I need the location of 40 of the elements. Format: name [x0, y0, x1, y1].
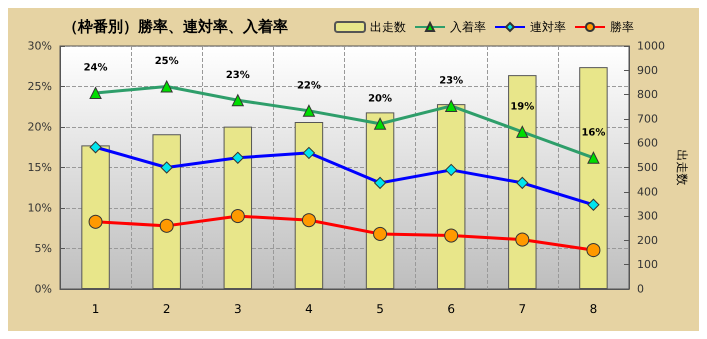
y2-tick-label: 200: [637, 234, 658, 247]
legend-label: 勝率: [610, 20, 634, 34]
x-tick-label: 6: [447, 302, 456, 316]
y-tick-label: 5%: [34, 242, 52, 255]
x-tick-label: 8: [590, 302, 598, 316]
y2-tick-label: 0: [637, 282, 644, 296]
legend-label: 出走数: [370, 20, 406, 34]
y-tick-label: 30%: [28, 40, 52, 52]
y2-tick-label: 500: [637, 161, 658, 174]
x-tick-label: 3: [234, 302, 242, 316]
y-tick-label: 25%: [28, 80, 52, 93]
data-label: 22%: [296, 80, 321, 92]
y-tick-label: 15%: [28, 161, 52, 174]
y2-tick-label: 900: [637, 64, 658, 77]
y2-tick-label: 1000: [637, 40, 665, 52]
chart-title: （枠番別）勝率、連対率、入着率: [63, 18, 288, 36]
legend-label: 連対率: [530, 20, 566, 34]
y-tick-label: 10%: [28, 202, 52, 214]
y2-tick-label: 400: [637, 185, 658, 198]
y2-tick-label: 800: [637, 88, 658, 102]
legend-label: 入着率: [450, 20, 486, 34]
data-label: 24%: [84, 62, 108, 74]
data-label: 20%: [368, 93, 392, 104]
x-tick-label: 2: [162, 302, 171, 316]
data-label: 25%: [154, 56, 179, 67]
y2-axis-title: 出走数: [674, 150, 689, 186]
y2-tick-label: 300: [637, 210, 658, 223]
x-tick-label: 4: [305, 302, 313, 316]
y-tick-label: 20%: [28, 120, 52, 134]
y2-tick-label: 100: [637, 258, 658, 272]
x-tick-label: 5: [376, 302, 384, 316]
data-label: 23%: [439, 75, 464, 86]
y2-tick-label: 700: [637, 112, 658, 126]
data-label: 19%: [510, 101, 534, 112]
x-tick-label: 7: [518, 302, 526, 316]
data-label: 16%: [581, 127, 606, 138]
y-tick-label: 0%: [34, 282, 52, 296]
x-tick-label: 1: [92, 302, 100, 316]
y2-tick-label: 600: [637, 136, 658, 150]
data-label: 23%: [226, 70, 250, 81]
